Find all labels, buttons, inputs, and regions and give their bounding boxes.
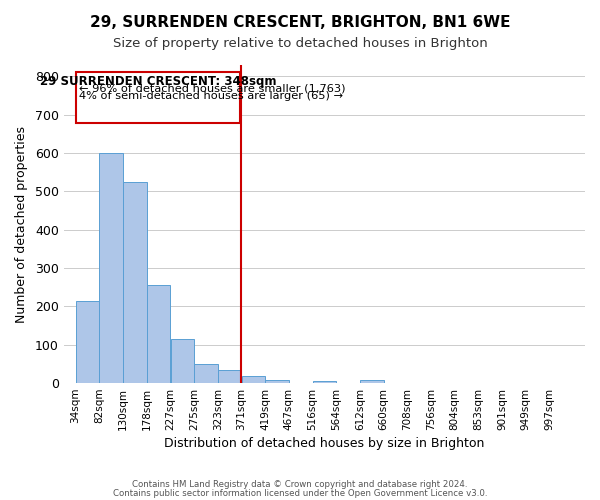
Bar	[194, 364, 218, 383]
Bar	[76, 300, 99, 383]
Bar	[100, 153, 123, 383]
Y-axis label: Number of detached properties: Number of detached properties	[15, 126, 28, 322]
Text: 29 SURRENDEN CRESCENT: 348sqm: 29 SURRENDEN CRESCENT: 348sqm	[40, 75, 277, 88]
FancyBboxPatch shape	[76, 72, 241, 123]
Text: 4% of semi-detached houses are larger (65) →: 4% of semi-detached houses are larger (6…	[79, 91, 343, 101]
Text: Contains public sector information licensed under the Open Government Licence v3: Contains public sector information licen…	[113, 488, 487, 498]
Text: Size of property relative to detached houses in Brighton: Size of property relative to detached ho…	[113, 38, 487, 51]
Bar	[313, 381, 336, 383]
Bar	[360, 380, 383, 383]
Bar	[242, 376, 265, 383]
Bar	[265, 380, 289, 383]
Text: ← 96% of detached houses are smaller (1,763): ← 96% of detached houses are smaller (1,…	[79, 84, 346, 94]
Bar	[123, 182, 146, 383]
Bar	[218, 370, 241, 383]
X-axis label: Distribution of detached houses by size in Brighton: Distribution of detached houses by size …	[164, 437, 485, 450]
Text: Contains HM Land Registry data © Crown copyright and database right 2024.: Contains HM Land Registry data © Crown c…	[132, 480, 468, 489]
Bar	[147, 286, 170, 383]
Bar	[170, 339, 194, 383]
Text: 29, SURRENDEN CRESCENT, BRIGHTON, BN1 6WE: 29, SURRENDEN CRESCENT, BRIGHTON, BN1 6W…	[90, 15, 510, 30]
